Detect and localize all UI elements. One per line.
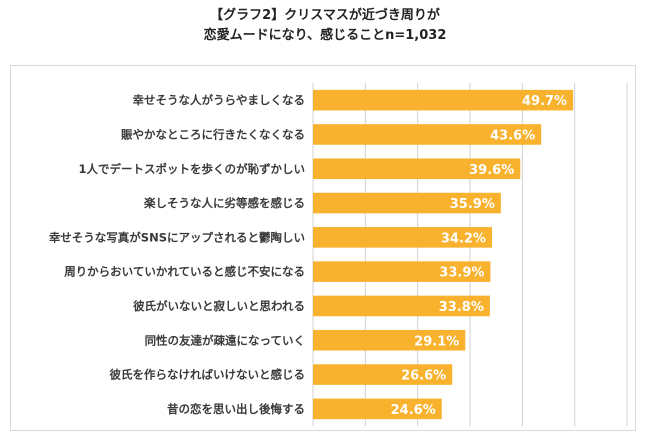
bar — [313, 158, 521, 180]
category-label: 周りからおいていかれていると感じ不安になる — [64, 265, 305, 279]
value-label: 49.7% — [522, 94, 567, 109]
value-labels: 49.7% 43.6% 39.6% 35.9% 34.2% 33.9% 33.8% 29.1%… — [391, 94, 567, 418]
value-label: 33.8% — [439, 300, 484, 315]
value-label: 43.6% — [490, 128, 535, 143]
bars — [313, 89, 574, 420]
bar — [313, 329, 466, 351]
value-label: 29.1% — [414, 334, 459, 349]
bar — [313, 364, 453, 385]
category-label: 幸せそうな写真がSNSにアップされると鬱陶しい — [49, 230, 305, 244]
bar — [313, 261, 491, 282]
category-label: 彼氏がいないと寂しいと思われる — [133, 299, 305, 313]
category-label: 楽しそうな人に劣等感を感じる — [143, 196, 305, 210]
value-label: 34.2% — [441, 231, 486, 246]
value-label: 35.9% — [450, 197, 495, 212]
bar — [313, 124, 542, 145]
value-label: 26.6% — [401, 369, 446, 384]
bar — [313, 227, 492, 248]
bar — [313, 295, 490, 317]
category-label: 賑やかなところに行きたくなくなる — [121, 127, 305, 141]
category-label: 彼氏を作らなければいけないと感じる — [110, 368, 306, 382]
chart-title-line-1: 【グラフ2】クリスマスが近づき周りが — [210, 8, 440, 23]
category-label: 同性の友達が疎遠になっていく — [145, 333, 305, 347]
category-label: 幸せそうな人がうらやましくなる — [133, 93, 306, 107]
category-label: 1人でデートスポットを歩くのが恥ずかしい — [79, 162, 306, 176]
bar — [313, 89, 574, 111]
bar — [313, 398, 442, 420]
chart-title: 【グラフ2】クリスマスが近づき周りが 恋愛ムードになり、感じることn=1,032 — [0, 6, 650, 46]
chart-title-line-2: 恋愛ムードになり、感じることn=1,032 — [203, 28, 447, 43]
value-label: 33.9% — [439, 266, 484, 281]
category-label: 昔の恋を思い出し後悔する — [167, 402, 305, 416]
value-label: 24.6% — [391, 403, 436, 418]
value-label: 39.6% — [469, 163, 514, 178]
bar — [313, 192, 501, 214]
